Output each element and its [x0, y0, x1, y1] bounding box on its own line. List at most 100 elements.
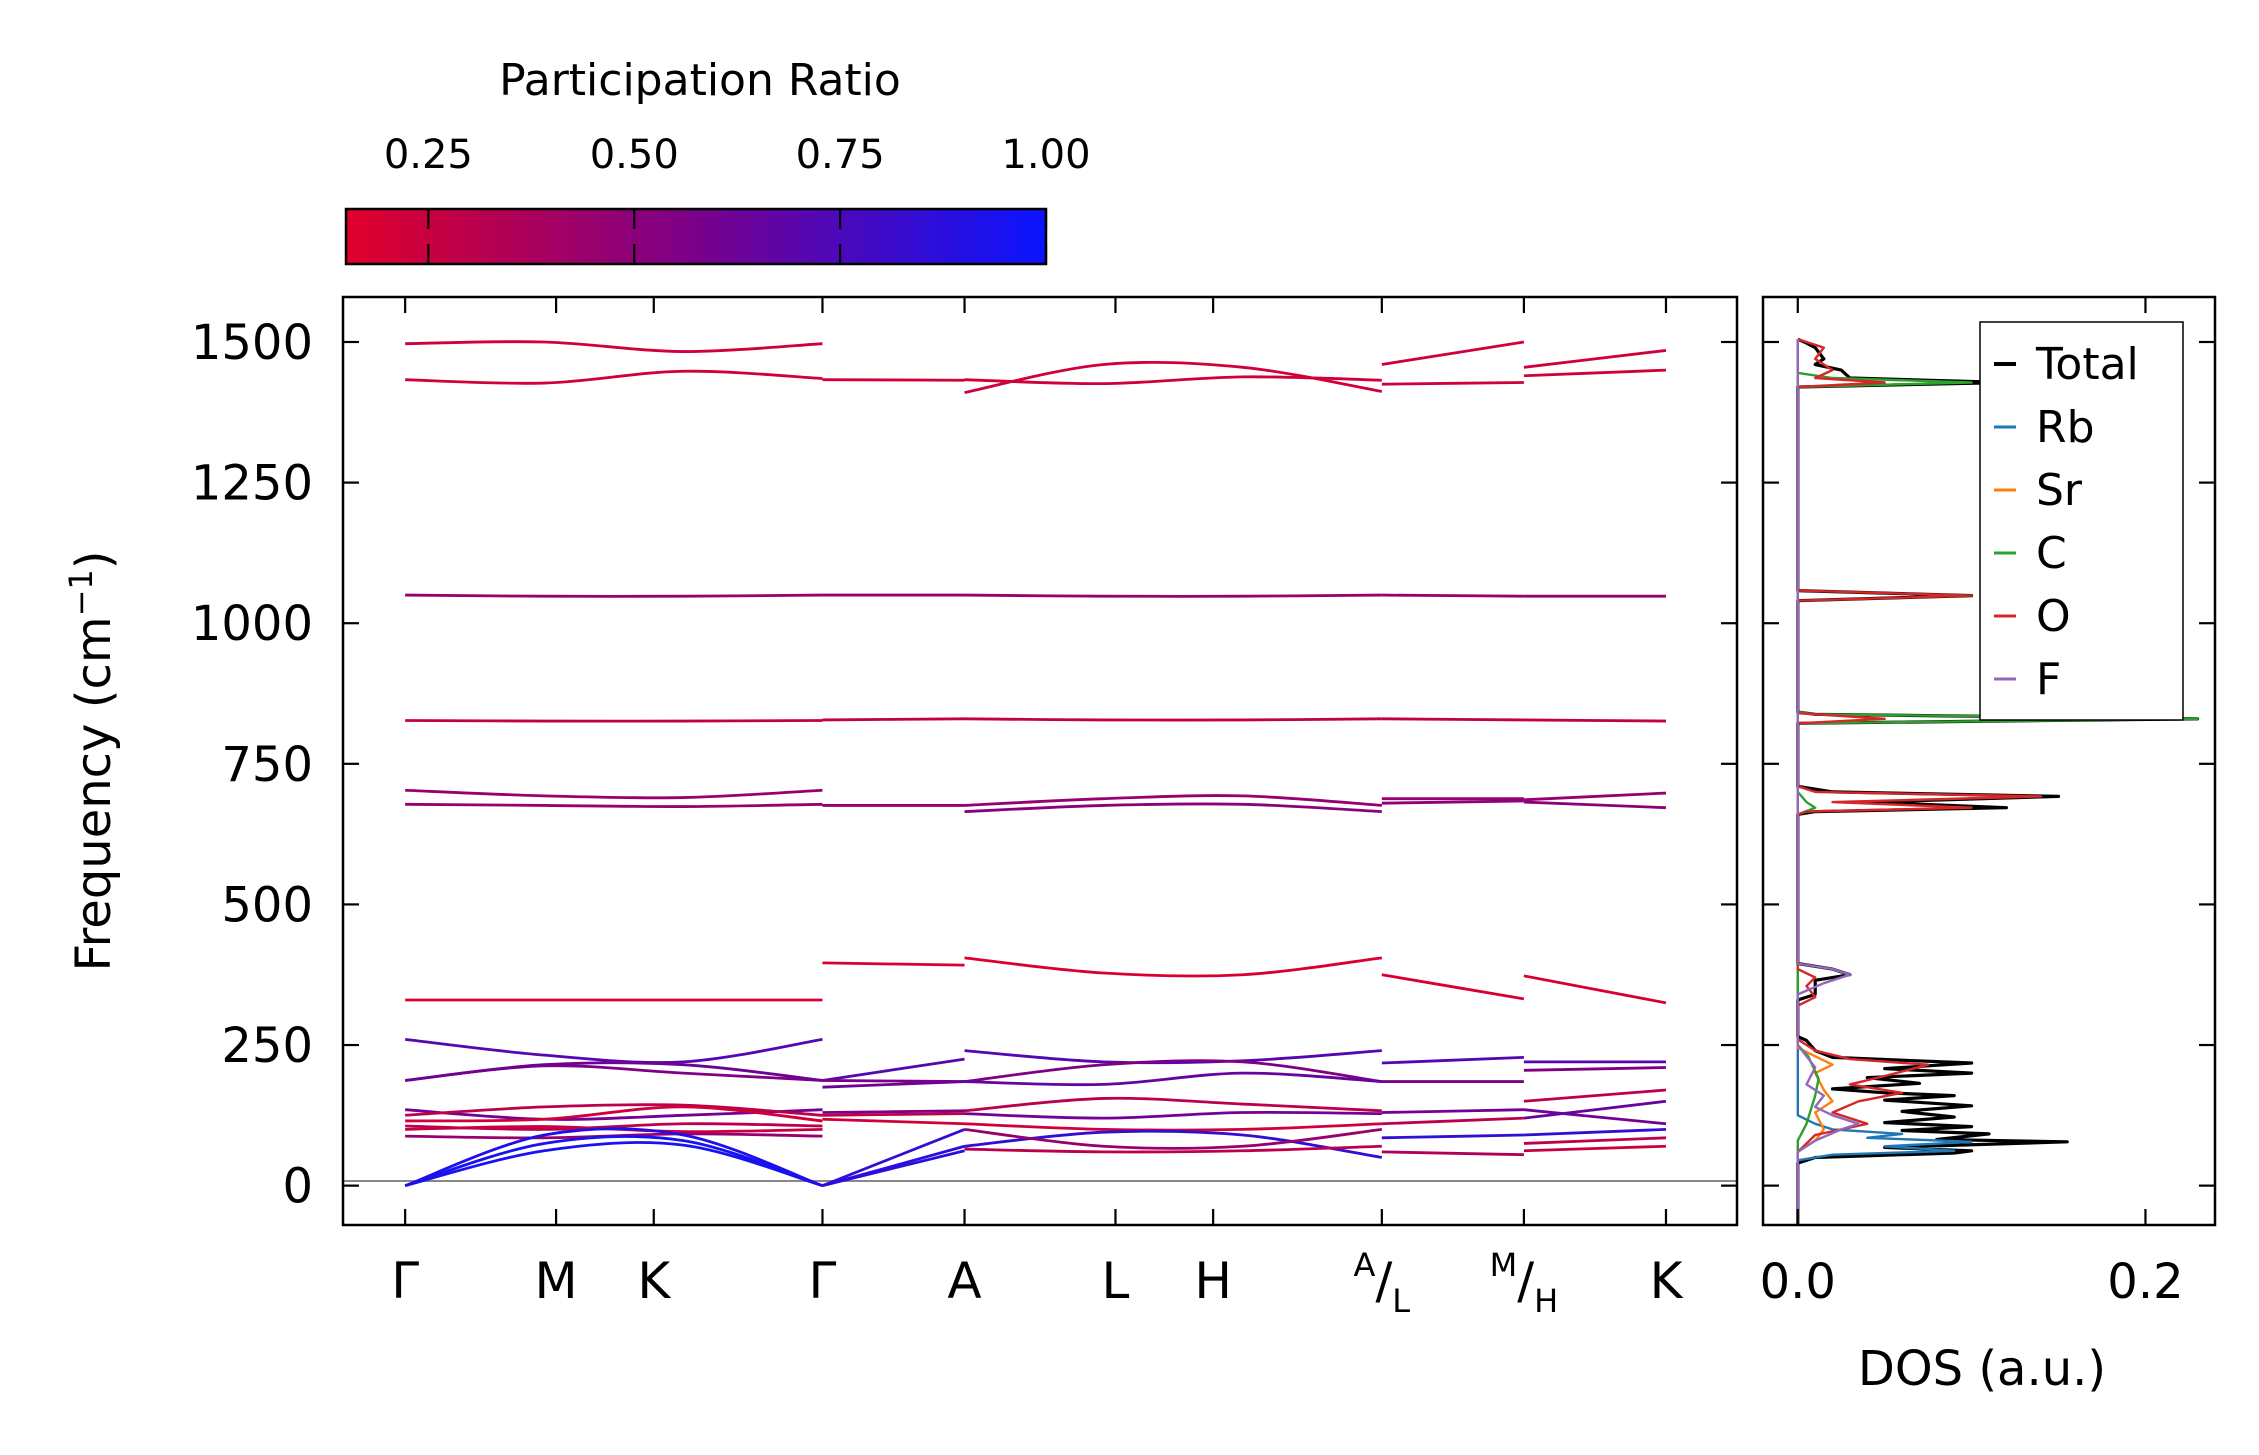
- dos-plot: 0.0 0.2 DOS (a.u.) Total Rb Sr COF: [1760, 295, 2217, 1397]
- y-axis-label: Frequency (cm−1): [62, 550, 122, 971]
- legend-box: [1979, 321, 2184, 721]
- phonon-band: [1523, 1108, 1667, 1126]
- phonon-band: [964, 1059, 1383, 1083]
- dos-x-tick-label: 0.0: [1760, 1254, 1836, 1310]
- dos-curve-c: [1796, 339, 2199, 1225]
- phonon-band: [1381, 381, 1524, 386]
- phonon-band: [822, 378, 965, 382]
- phonon-band: [404, 1061, 823, 1082]
- k-point-label: M: [535, 1252, 578, 1310]
- phonon-band: [822, 1109, 965, 1114]
- phonon-band: [822, 1149, 965, 1187]
- phonon-band: [1523, 974, 1667, 1005]
- phonon-band: [822, 1057, 965, 1082]
- phonon-band: [1381, 1150, 1524, 1157]
- y-tick-label: 0: [282, 1159, 313, 1215]
- k-point-label: A/L: [1354, 1246, 1411, 1320]
- colorbar-tick-label: 0.75: [796, 132, 885, 178]
- phonon-band: [1523, 791, 1667, 802]
- dos-x-tick-label: 0.2: [2107, 1254, 2183, 1310]
- y-axis-ticks: 0 250 500 750 1000 1250 1500: [191, 315, 1737, 1215]
- phonon-band: [1523, 1136, 1667, 1145]
- phonon-band: [1523, 368, 1667, 378]
- phonon-band: [1381, 799, 1524, 805]
- phonon-band: [405, 340, 823, 353]
- legend-label: O: [2036, 591, 2071, 642]
- legend-label: Sr: [2036, 465, 2083, 516]
- k-path-ticks: Γ M K Γ A L H A/L M/H K: [391, 297, 1684, 1320]
- colorbar-tick-label: 0.25: [384, 132, 473, 178]
- dos-x-ticks: 0.0 0.2: [1760, 297, 2184, 1310]
- dos-y-ticks: [1763, 340, 2215, 1187]
- phonon-band: [964, 1144, 1382, 1154]
- colorbar-gradient: [344, 207, 1048, 266]
- phonon-band: [405, 788, 823, 800]
- main-axes-frame: [341, 295, 1739, 1227]
- phonon-band: [404, 1135, 823, 1187]
- phonon-band: [964, 794, 1382, 807]
- phonon-band: [404, 1038, 823, 1064]
- phonon-band: [1381, 340, 1525, 366]
- colorbar-tick-label: 1.00: [1001, 132, 1090, 178]
- phonon-bands: [404, 340, 1667, 1187]
- phonon-band: [1381, 593, 1524, 598]
- k-point-label: M/H: [1490, 1246, 1559, 1320]
- phonon-band: [822, 1117, 965, 1126]
- phonon-band: [964, 1122, 1382, 1132]
- phonon-band: [1523, 1088, 1667, 1103]
- k-point-label: Γ: [391, 1252, 419, 1310]
- phonon-band: [822, 961, 965, 967]
- dos-legend: Total Rb Sr COF: [1979, 321, 2184, 721]
- phonon-band: [1523, 800, 1667, 810]
- phonon-band: [964, 1129, 1383, 1159]
- legend-label: Rb: [2036, 402, 2095, 453]
- phonon-band: [1523, 349, 1667, 369]
- phonon-band: [404, 1127, 823, 1187]
- phonon-band: [964, 956, 1383, 978]
- phonon-band: [1381, 1116, 1524, 1126]
- phonon-band: [964, 593, 1382, 598]
- colorbar-label: Participation Ratio: [499, 55, 901, 106]
- phonon-band: [405, 1103, 823, 1117]
- phonon-band: [964, 802, 1382, 814]
- dos-axes-frame: [1761, 295, 2217, 1227]
- phonon-band: [1523, 718, 1666, 723]
- dos-curve-f: [1796, 339, 1860, 1225]
- phonon-band: [964, 360, 1383, 394]
- y-tick-label: 750: [221, 737, 313, 793]
- phonon-band: [405, 593, 823, 598]
- phonon-band: [1381, 717, 1524, 722]
- phonon-band: [1523, 1144, 1667, 1153]
- phonon-band: [404, 1141, 823, 1187]
- y-tick-label: 1000: [191, 596, 313, 652]
- phonon-band: [405, 802, 823, 808]
- phonon-band: [1381, 1108, 1524, 1114]
- phonon-band: [964, 1110, 1382, 1120]
- legend-label: Total: [2035, 339, 2139, 390]
- k-point-label: Γ: [809, 1252, 837, 1310]
- k-point-label: H: [1194, 1252, 1232, 1310]
- phonon-band: [964, 1096, 1382, 1113]
- band-structure-plot: 0 250 500 750 1000 1250 1500 Γ M K Γ A L H A/L M/H K Fr…: [62, 295, 1739, 1320]
- dos-curves: [1796, 337, 2200, 1225]
- dos-x-axis-label: DOS (a.u.): [1858, 1341, 2106, 1397]
- phonon-band: [822, 717, 965, 722]
- colorbar-ticks: 0.25 0.50 0.75 1.00: [384, 132, 1091, 264]
- phonon-band: [822, 1112, 965, 1117]
- k-point-label: L: [1102, 1252, 1130, 1310]
- phonon-band: [405, 369, 823, 385]
- k-point-label: K: [1650, 1252, 1684, 1310]
- y-tick-label: 1500: [191, 315, 313, 371]
- phonon-band: [1523, 1066, 1666, 1072]
- y-tick-label: 250: [221, 1018, 313, 1074]
- k-point-label: A: [947, 1252, 981, 1310]
- phonon-band: [964, 1128, 1383, 1150]
- phonon-band: [1381, 973, 1525, 1001]
- phonon-band: [405, 719, 823, 723]
- y-tick-label: 1250: [191, 456, 313, 512]
- phonon-band: [822, 1080, 965, 1089]
- phonon-band: [1381, 1133, 1524, 1140]
- phonon-band: [1381, 1056, 1524, 1065]
- phonon-band: [1523, 1099, 1667, 1120]
